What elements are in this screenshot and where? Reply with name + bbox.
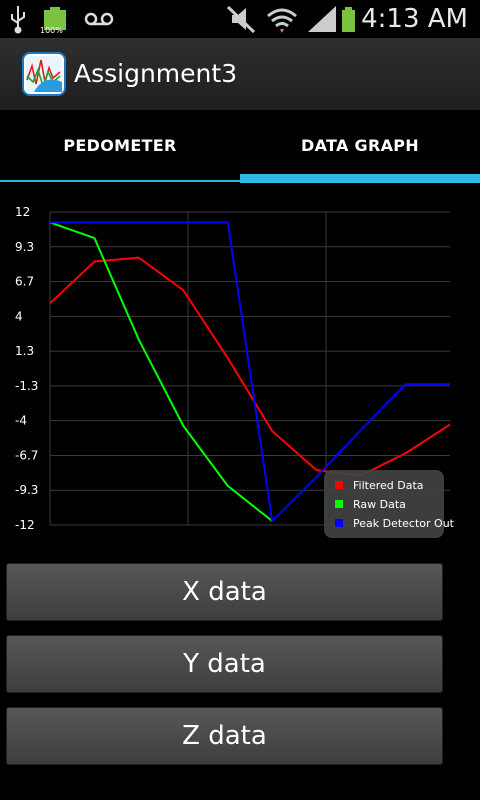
y-data-button[interactable]: Y data [6, 635, 443, 693]
y-axis-ticks: 12 9.3 6.7 4 1.3 -1.3 -4 -6.7 -9.3 -12 [15, 205, 38, 532]
signal-icon [308, 6, 336, 32]
y-tick-label: -12 [15, 518, 35, 532]
status-left-icons: 100% [11, 6, 114, 34]
tab-data-graph[interactable]: DATA GRAPH [301, 136, 419, 155]
app-title: Assignment3 [74, 59, 238, 88]
usb-icon [11, 6, 25, 34]
tab-selected-indicator [240, 174, 480, 183]
status-clock: 4:13 AM [361, 4, 468, 34]
tab-bar: PEDOMETER DATA GRAPH [0, 111, 480, 183]
y-tick-label: 4 [15, 309, 23, 323]
chart-series [49, 221, 451, 523]
x-data-button[interactable]: X data [6, 563, 443, 621]
y-tick-label: 6.7 [15, 275, 34, 289]
wifi-icon [267, 8, 297, 33]
y-tick-label: 12 [15, 205, 30, 219]
tab-underline [0, 180, 240, 182]
battery-charging-icon [342, 7, 355, 32]
action-bar: Assignment3 [0, 38, 480, 111]
legend-swatch [335, 500, 343, 508]
z-data-button[interactable]: Z data [6, 707, 443, 765]
mute-icon [226, 5, 256, 34]
y-tick-label: -9.3 [15, 483, 38, 497]
legend-background [324, 470, 444, 538]
voicemail-icon [84, 12, 114, 26]
series-line-2 [50, 221, 450, 523]
legend-swatch [335, 519, 343, 527]
data-graph-chart: 12 9.3 6.7 4 1.3 -1.3 -4 -6.7 -9.3 -12 Filtered D… [15, 205, 455, 538]
y-tick-label: -4 [15, 414, 27, 428]
battery-percent-label: 100% [40, 26, 63, 34]
app-launcher-icon[interactable] [22, 52, 66, 96]
legend-swatch [335, 481, 343, 489]
y-tick-label: 1.3 [15, 344, 34, 358]
legend-label: Raw Data [353, 498, 406, 511]
legend-label: Filtered Data [353, 479, 424, 492]
y-tick-label: -6.7 [15, 448, 38, 462]
status-bar: 100% 4:13 AM [0, 0, 480, 38]
series-line-1 [49, 221, 273, 522]
y-tick-label: -1.3 [15, 379, 38, 393]
legend-label: Peak Detector Out [353, 517, 455, 530]
battery-full-icon: 100% [40, 7, 66, 34]
status-right-icons [226, 5, 355, 34]
y-tick-label: 9.3 [15, 240, 34, 254]
chart-legend: Filtered Data Raw Data Peak Detector Out [324, 470, 455, 538]
series-line-0 [49, 256, 451, 477]
tab-pedometer[interactable]: PEDOMETER [63, 136, 177, 155]
